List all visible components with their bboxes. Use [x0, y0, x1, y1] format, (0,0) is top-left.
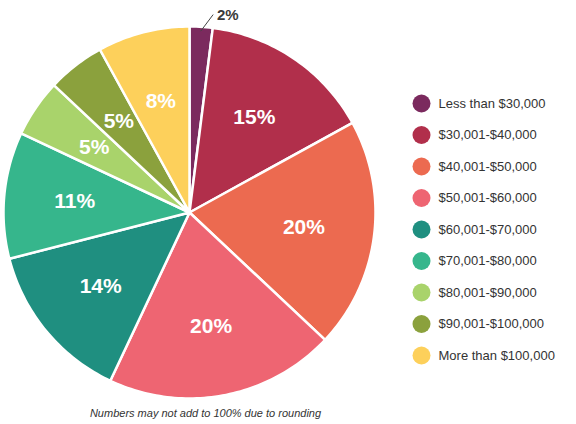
svg-text:$50,001-$60,000: $50,001-$60,000 — [439, 190, 537, 205]
svg-text:20%: 20% — [283, 215, 325, 238]
svg-text:$40,001-$50,000: $40,001-$50,000 — [439, 159, 537, 174]
svg-text:$90,001-$100,000: $90,001-$100,000 — [439, 316, 545, 331]
svg-text:More than $100,000: More than $100,000 — [439, 348, 555, 363]
svg-text:11%: 11% — [54, 189, 95, 212]
svg-text:5%: 5% — [104, 109, 135, 132]
svg-text:$70,001-$80,000: $70,001-$80,000 — [439, 253, 537, 268]
svg-text:5%: 5% — [79, 135, 110, 158]
svg-text:15%: 15% — [233, 105, 275, 128]
svg-text:8%: 8% — [146, 89, 177, 112]
svg-text:$30,001-$40,000: $30,001-$40,000 — [439, 127, 537, 142]
svg-text:14%: 14% — [80, 274, 122, 297]
svg-text:2%: 2% — [217, 6, 239, 23]
svg-text:$80,001-$90,000: $80,001-$90,000 — [439, 285, 537, 300]
svg-text:Numbers may not add to 100% du: Numbers may not add to 100% due to round… — [90, 407, 322, 419]
svg-text:Less than $30,000: Less than $30,000 — [439, 96, 546, 111]
svg-text:20%: 20% — [190, 313, 232, 336]
svg-text:$60,001-$70,000: $60,001-$70,000 — [439, 222, 537, 237]
